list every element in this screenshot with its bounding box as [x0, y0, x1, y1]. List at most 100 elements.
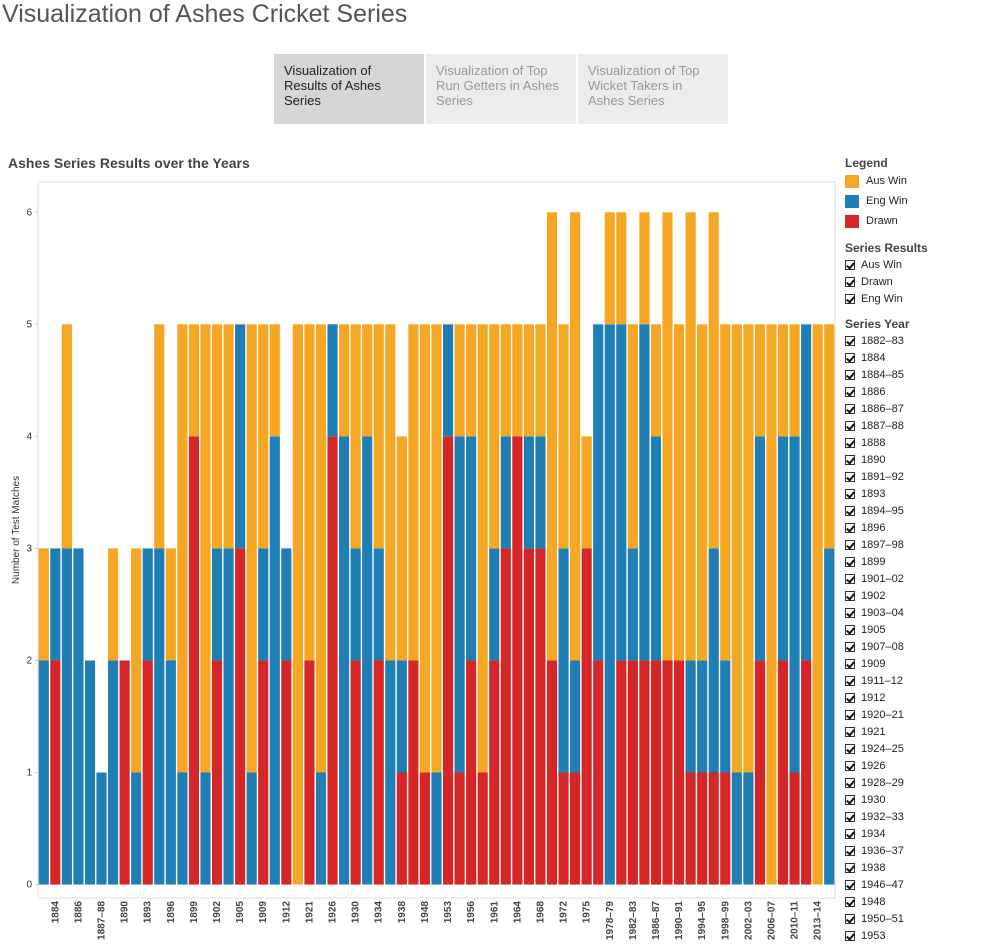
- checkbox[interactable]: [845, 539, 855, 550]
- checkbox[interactable]: [845, 590, 855, 601]
- checkbox[interactable]: [845, 896, 855, 907]
- filter-item[interactable]: 1886–87: [845, 400, 1000, 417]
- checkbox[interactable]: [845, 743, 855, 754]
- legend-item[interactable]: Drawn: [845, 211, 1000, 231]
- bar-segment: [570, 772, 581, 885]
- checkbox[interactable]: [845, 420, 855, 431]
- checkbox[interactable]: [845, 930, 855, 941]
- checkbox[interactable]: [845, 709, 855, 720]
- checkbox[interactable]: [845, 573, 855, 584]
- checkbox[interactable]: [845, 607, 855, 618]
- checkbox[interactable]: [845, 777, 855, 788]
- checkbox[interactable]: [845, 293, 855, 304]
- checkbox[interactable]: [845, 726, 855, 737]
- filter-item[interactable]: 1891–92: [845, 468, 1000, 485]
- filter-item[interactable]: 1946–47: [845, 876, 1000, 893]
- y-tick-label: 5: [26, 319, 32, 330]
- filter-item[interactable]: 1909: [845, 655, 1000, 672]
- bar-segment: [650, 436, 662, 661]
- checkbox[interactable]: [845, 913, 855, 924]
- filter-item[interactable]: 1953: [845, 927, 1000, 944]
- filter-item[interactable]: 1882–83: [845, 332, 1000, 349]
- chart: Ashes Series Results over the Years Numb…: [8, 155, 836, 940]
- tab[interactable]: Visualization of Top Run Getters in Ashe…: [426, 54, 576, 124]
- checkbox[interactable]: [845, 259, 855, 270]
- checkbox[interactable]: [845, 794, 855, 805]
- filter-item[interactable]: 1950–51: [845, 910, 1000, 927]
- filter-item[interactable]: 1912: [845, 689, 1000, 706]
- filter-item[interactable]: 1899: [845, 553, 1000, 570]
- checkbox[interactable]: [845, 437, 855, 448]
- filter-item[interactable]: 1907–08: [845, 638, 1000, 655]
- filter-item[interactable]: 1948: [845, 893, 1000, 910]
- bar-segment: [304, 660, 315, 885]
- checkbox[interactable]: [845, 879, 855, 890]
- checkbox[interactable]: [845, 760, 855, 771]
- checkbox[interactable]: [845, 454, 855, 465]
- filter-item[interactable]: 1887–88: [845, 417, 1000, 434]
- filter-label: 1950–51: [861, 912, 904, 925]
- checkbox[interactable]: [845, 522, 855, 533]
- bar-segment: [789, 772, 800, 885]
- filter-item[interactable]: 1903–04: [845, 604, 1000, 621]
- filter-item[interactable]: 1928–29: [845, 774, 1000, 791]
- filter-item[interactable]: Eng Win: [845, 290, 1000, 307]
- checkbox[interactable]: [845, 505, 855, 516]
- filter-item[interactable]: 1924–25: [845, 740, 1000, 757]
- bar-segment: [720, 324, 731, 661]
- filter-item[interactable]: 1936–37: [845, 842, 1000, 859]
- checkbox[interactable]: [845, 845, 855, 856]
- checkbox[interactable]: [845, 624, 855, 635]
- filter-item[interactable]: 1921: [845, 723, 1000, 740]
- legend-item[interactable]: Eng Win: [845, 191, 1000, 211]
- filter-item[interactable]: 1934: [845, 825, 1000, 842]
- bar-segment: [246, 324, 257, 773]
- checkbox[interactable]: [845, 811, 855, 822]
- legend-swatch: [845, 174, 859, 188]
- checkbox[interactable]: [845, 335, 855, 346]
- filter-item[interactable]: 1884–85: [845, 366, 1000, 383]
- tab[interactable]: Visualization of Results of Ashes Series: [274, 54, 424, 124]
- x-tick-label: 1887–88: [97, 901, 108, 940]
- filter-item[interactable]: 1911–12: [845, 672, 1000, 689]
- filter-item[interactable]: 1884: [845, 349, 1000, 366]
- filter-item[interactable]: 1893: [845, 485, 1000, 502]
- checkbox[interactable]: [845, 828, 855, 839]
- filter-item[interactable]: 1890: [845, 451, 1000, 468]
- filter-item[interactable]: 1896: [845, 519, 1000, 536]
- checkbox[interactable]: [845, 276, 855, 287]
- checkbox[interactable]: [845, 862, 855, 873]
- filter-item[interactable]: 1886: [845, 383, 1000, 400]
- filter-item[interactable]: 1926: [845, 757, 1000, 774]
- bar-segment: [362, 324, 373, 437]
- checkbox[interactable]: [845, 692, 855, 703]
- filter-item[interactable]: Aus Win: [845, 256, 1000, 273]
- bar-segment: [708, 772, 719, 885]
- checkbox[interactable]: [845, 369, 855, 380]
- x-tick-label: 1968: [535, 901, 546, 924]
- checkbox[interactable]: [845, 556, 855, 567]
- checkbox[interactable]: [845, 352, 855, 363]
- legend-item[interactable]: Aus Win: [845, 171, 1000, 191]
- checkbox[interactable]: [845, 658, 855, 669]
- checkbox[interactable]: [845, 403, 855, 414]
- checkbox[interactable]: [845, 641, 855, 652]
- bar-segment: [824, 548, 835, 885]
- checkbox[interactable]: [845, 675, 855, 686]
- filter-item[interactable]: 1930: [845, 791, 1000, 808]
- filter-label: 1884: [861, 351, 886, 364]
- filter-item[interactable]: 1905: [845, 621, 1000, 638]
- filter-item[interactable]: 1932–33: [845, 808, 1000, 825]
- filter-item[interactable]: 1938: [845, 859, 1000, 876]
- tab[interactable]: Visualization of Top Wicket Takers in As…: [578, 54, 728, 124]
- filter-item[interactable]: 1897–98: [845, 536, 1000, 553]
- filter-item[interactable]: 1888: [845, 434, 1000, 451]
- filter-item[interactable]: 1920–21: [845, 706, 1000, 723]
- filter-item[interactable]: Drawn: [845, 273, 1000, 290]
- checkbox[interactable]: [845, 386, 855, 397]
- filter-item[interactable]: 1894–95: [845, 502, 1000, 519]
- filter-item[interactable]: 1901–02: [845, 570, 1000, 587]
- checkbox[interactable]: [845, 488, 855, 499]
- checkbox[interactable]: [845, 471, 855, 482]
- filter-item[interactable]: 1902: [845, 587, 1000, 604]
